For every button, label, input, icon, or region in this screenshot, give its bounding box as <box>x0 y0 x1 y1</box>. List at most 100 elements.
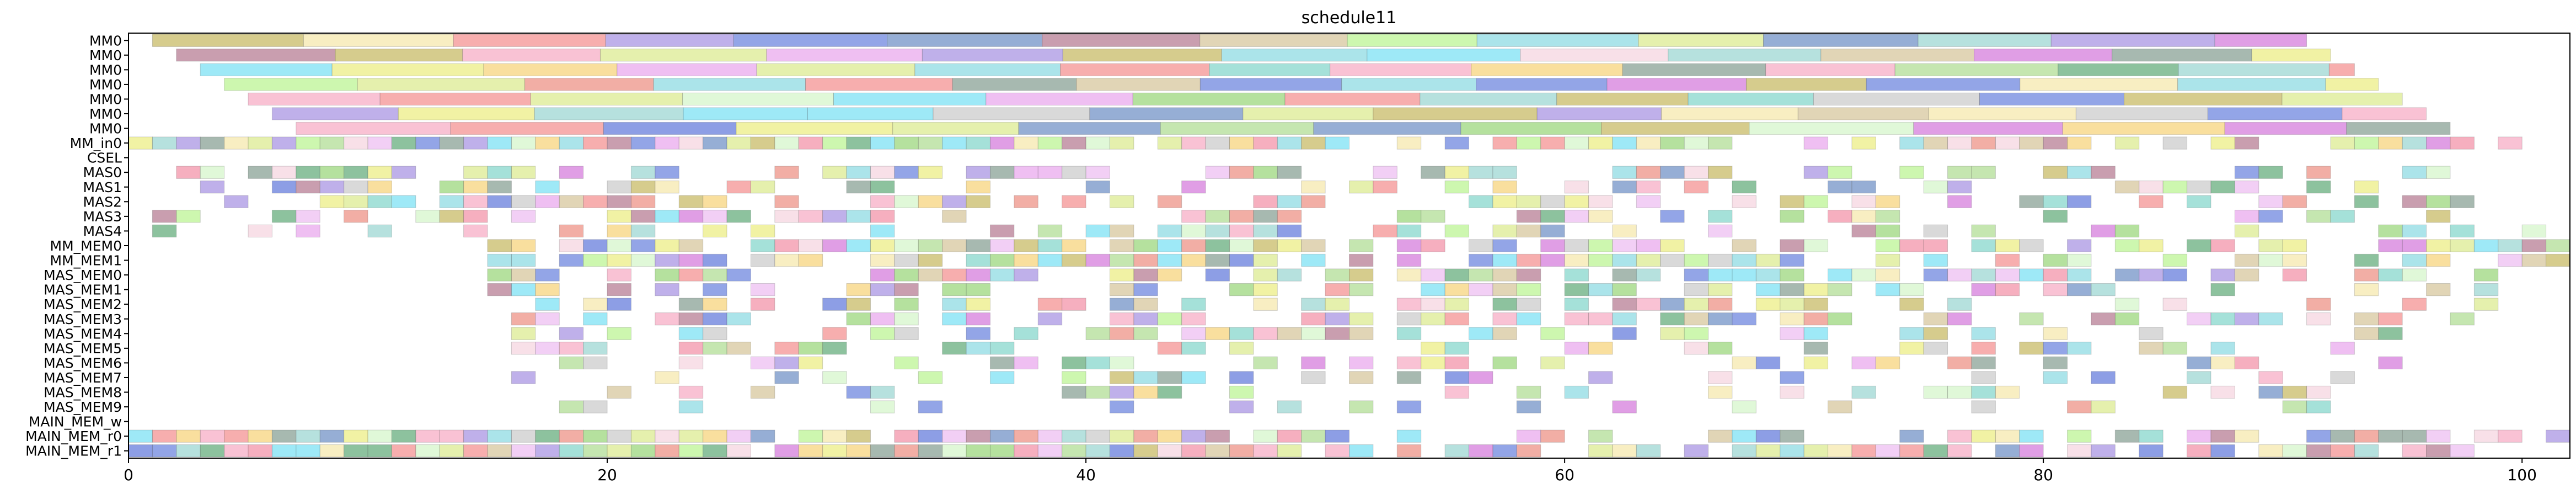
schedule-block <box>450 121 604 135</box>
schedule-block <box>1109 327 1134 340</box>
schedule-block <box>1089 107 1244 120</box>
schedule-block <box>1460 121 1602 135</box>
schedule-block <box>750 385 775 399</box>
schedule-block <box>966 283 990 296</box>
schedule-block <box>2330 342 2355 355</box>
schedule-block <box>1820 49 1974 62</box>
schedule-block <box>367 166 392 179</box>
schedule-block <box>2214 34 2307 47</box>
schedule-block <box>1851 136 1876 150</box>
schedule-block <box>1133 444 1158 458</box>
schedule-block <box>2019 444 2044 458</box>
schedule-block <box>2354 268 2379 282</box>
schedule-block <box>1971 327 1996 340</box>
schedule-block <box>1732 239 1756 252</box>
schedule-block <box>439 136 464 150</box>
schedule-block <box>2402 268 2427 282</box>
schedule-block <box>1923 253 1948 267</box>
schedule-block <box>2378 356 2403 370</box>
schedule-block <box>1421 356 1445 370</box>
schedule-block <box>1229 210 1254 223</box>
schedule-block <box>2114 268 2140 282</box>
schedule-block <box>1060 63 1210 77</box>
schedule-block <box>2450 195 2475 208</box>
schedule-block <box>822 298 847 311</box>
schedule-block <box>2450 224 2475 238</box>
schedule-block <box>1947 356 1972 370</box>
schedule-block <box>1037 429 1063 443</box>
schedule-block <box>248 166 272 179</box>
schedule-block <box>1014 195 1038 208</box>
schedule-block <box>655 268 679 282</box>
schedule-block <box>2473 268 2499 282</box>
y-tick-label: MM0 <box>89 106 122 122</box>
schedule-block <box>1421 283 1445 296</box>
schedule-block <box>966 298 990 311</box>
schedule-block <box>1780 298 1804 311</box>
y-tick-label: MAS0 <box>83 164 122 181</box>
schedule-block <box>1133 327 1158 340</box>
y-tick-label: MAIN_MEM_r1 <box>25 443 122 459</box>
schedule-block <box>966 327 990 340</box>
schedule-block <box>2112 49 2252 62</box>
schedule-block <box>655 312 679 326</box>
schedule-block <box>1373 166 1397 179</box>
schedule-block <box>1181 327 1206 340</box>
schedule-block <box>1755 253 1781 267</box>
schedule-block <box>1492 224 1517 238</box>
schedule-block <box>2402 166 2427 179</box>
schedule-block <box>1875 356 1900 370</box>
schedule-block <box>2306 210 2331 223</box>
schedule-block <box>807 107 934 120</box>
schedule-block <box>487 166 512 179</box>
schedule-block <box>1109 298 1134 311</box>
schedule-block <box>2091 400 2116 413</box>
schedule-block <box>344 429 368 443</box>
schedule-block <box>1899 136 1924 150</box>
schedule-block <box>2067 444 2092 458</box>
schedule-block <box>1253 356 1278 370</box>
schedule-block <box>678 400 704 413</box>
schedule-block <box>607 268 631 282</box>
schedule-block <box>798 342 823 355</box>
schedule-block <box>2306 385 2331 399</box>
schedule-block <box>1444 312 1470 326</box>
schedule-block <box>750 283 775 296</box>
schedule-block <box>2162 268 2188 282</box>
schedule-block <box>1612 312 1637 326</box>
schedule-block <box>989 356 1015 370</box>
schedule-block <box>2473 429 2499 443</box>
schedule-block <box>128 136 153 150</box>
schedule-block <box>678 444 704 458</box>
schedule-block <box>367 181 392 194</box>
schedule-block <box>1540 327 1565 340</box>
schedule-block <box>1492 268 1517 282</box>
schedule-block <box>1979 92 2124 106</box>
schedule-block <box>1229 327 1254 340</box>
schedule-block <box>271 136 297 150</box>
schedule-block <box>1253 268 1278 282</box>
schedule-block <box>1133 239 1158 252</box>
schedule-block <box>1947 195 1972 208</box>
schedule-block <box>894 253 919 267</box>
schedule-block <box>1014 444 1038 458</box>
schedule-block <box>1469 253 1493 267</box>
schedule-block <box>2258 371 2283 384</box>
schedule-block <box>798 136 823 150</box>
schedule-block <box>439 429 464 443</box>
schedule-block <box>1014 166 1038 179</box>
schedule-block <box>2546 429 2570 443</box>
schedule-block <box>583 253 608 267</box>
schedule-block <box>798 239 823 252</box>
schedule-block <box>966 342 990 355</box>
schedule-block <box>2282 385 2307 399</box>
schedule-block <box>1684 268 1709 282</box>
schedule-block <box>1133 371 1158 384</box>
schedule-block <box>1444 371 1470 384</box>
schedule-block <box>439 181 464 194</box>
y-tick-label: MAS_MEM6 <box>44 355 122 371</box>
schedule-block <box>2354 181 2379 194</box>
schedule-block <box>2378 429 2403 443</box>
schedule-block <box>678 327 704 340</box>
schedule-block <box>989 166 1015 179</box>
